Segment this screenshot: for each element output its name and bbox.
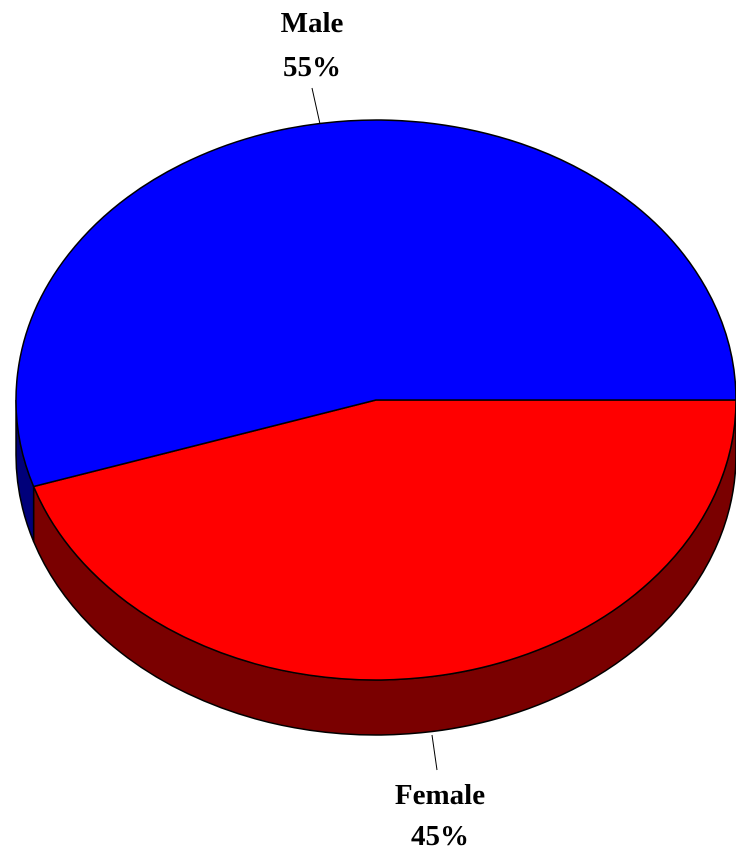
leader-line-female [431,734,438,771]
leader-lines [311,87,438,771]
slice-label-female: Female [395,779,485,811]
pie-slices [15,119,736,681]
leader-line-male [311,87,321,125]
pie-slice-female [32,399,736,681]
slice-value-male: 55% [283,51,341,83]
slice-value-female: 45% [411,820,469,852]
slice-label-male: Male [281,7,344,39]
slice-labels: Male 55% Female 45% [281,7,486,852]
